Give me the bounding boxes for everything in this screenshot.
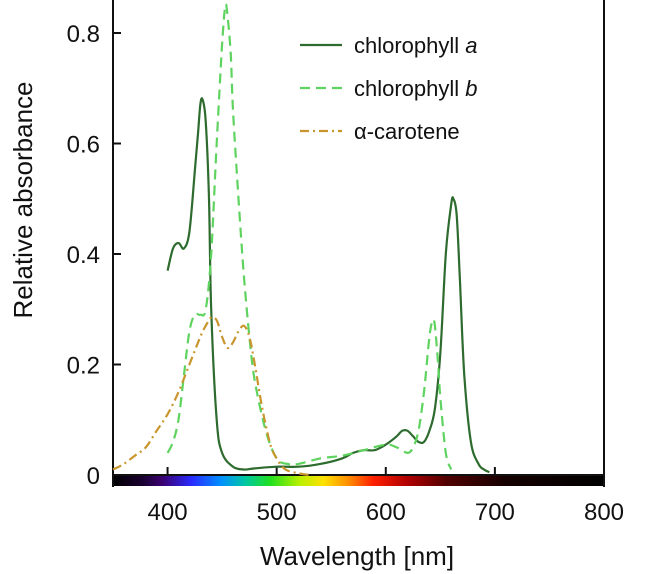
y-axis-ticks: 0 0.2 0.4 0.6 0.8 [67, 21, 121, 490]
x-tick-label: 700 [475, 499, 515, 526]
y-tick-label: 0.6 [67, 132, 100, 159]
series-line-2 [112, 316, 310, 477]
x-axis-title: Wavelength [nm] [260, 541, 454, 571]
y-axis-title: Relative absorbance [8, 81, 38, 318]
series-lines [112, 2, 490, 477]
y-tick-label: 0.4 [67, 242, 100, 269]
legend-label-text: α-carotene [354, 119, 460, 144]
legend-label: chlorophyll b [354, 76, 478, 101]
legend-label-italic: a [465, 33, 477, 58]
legend-label: chlorophyll a [354, 33, 478, 58]
legend-label-text: chlorophyll [354, 33, 465, 58]
legend-label: α-carotene [354, 119, 460, 144]
visible-spectrum-bar [113, 476, 604, 486]
x-tick-label: 600 [366, 499, 406, 526]
series-line-1 [166, 2, 453, 470]
y-tick-label: 0 [87, 463, 100, 490]
y-tick-label: 0.2 [67, 353, 100, 380]
x-axis-ticks: 400 500 600 700 800 [148, 467, 624, 526]
y-tick-label: 0.8 [67, 21, 100, 48]
series-line-0 [166, 97, 490, 474]
x-tick-label: 800 [584, 499, 624, 526]
x-tick-label: 400 [148, 499, 188, 526]
x-tick-label: 500 [257, 499, 297, 526]
legend-label-italic: b [465, 76, 477, 101]
legend-label-text: chlorophyll [354, 76, 465, 101]
